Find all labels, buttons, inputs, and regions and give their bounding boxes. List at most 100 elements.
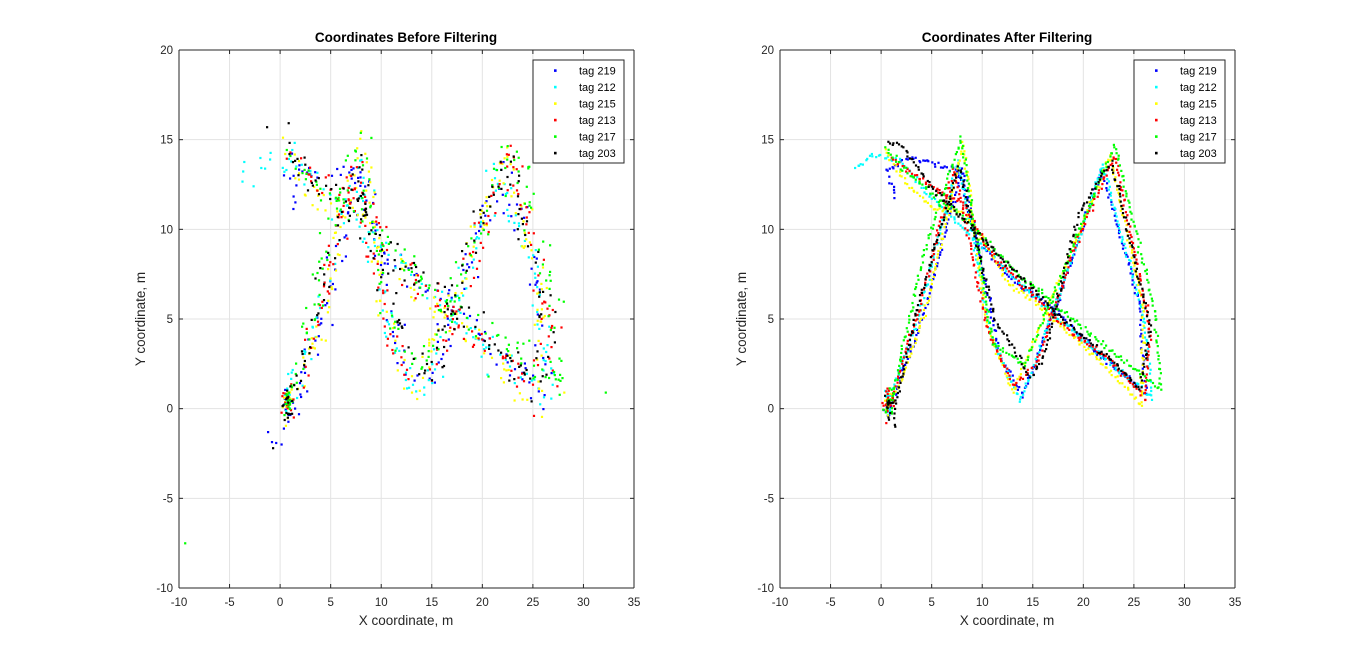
data-point [946, 187, 949, 190]
data-point [509, 160, 512, 163]
data-point [984, 295, 987, 298]
data-point [1034, 357, 1037, 360]
data-point [295, 362, 298, 365]
data-point [289, 154, 292, 158]
data-point [1057, 279, 1060, 282]
data-point [525, 206, 528, 209]
data-point [927, 234, 930, 237]
data-point [443, 345, 446, 349]
data-point [298, 168, 301, 171]
data-point [1131, 383, 1134, 386]
data-point [912, 323, 915, 326]
data-point [918, 294, 922, 297]
data-point [893, 412, 896, 415]
data-point [906, 158, 909, 161]
data-point [937, 256, 940, 259]
data-point [378, 288, 381, 291]
data-point [436, 348, 439, 351]
data-point [531, 304, 534, 307]
data-point [457, 309, 460, 313]
data-point [922, 288, 925, 291]
data-point [887, 396, 890, 399]
data-point [922, 175, 925, 178]
data-point [1051, 307, 1054, 310]
data-point [1140, 347, 1143, 350]
data-point [923, 286, 926, 289]
data-point [890, 407, 894, 410]
data-point [332, 263, 335, 266]
data-point [365, 189, 368, 192]
data-point [485, 196, 488, 199]
data-point [306, 189, 310, 192]
data-point [422, 345, 426, 348]
data-point [997, 353, 1000, 356]
data-point [1130, 267, 1133, 270]
data-point [373, 225, 377, 228]
data-point [1078, 338, 1081, 342]
data-point [1087, 347, 1090, 350]
data-point [317, 193, 321, 196]
data-point [393, 259, 396, 262]
data-point [1131, 246, 1134, 249]
data-point [1028, 376, 1032, 379]
data-point [957, 147, 960, 150]
data-point [945, 166, 948, 169]
data-point [941, 232, 944, 235]
data-point [1114, 219, 1117, 222]
data-point [1139, 394, 1142, 397]
data-point [1041, 302, 1044, 305]
data-point [962, 204, 965, 207]
data-point [977, 248, 981, 251]
data-point [336, 167, 339, 171]
data-point [1091, 343, 1094, 346]
data-point [886, 392, 889, 395]
data-point [414, 297, 417, 300]
data-point [1056, 313, 1059, 316]
data-point [985, 312, 988, 315]
data-point [902, 372, 905, 375]
data-point [913, 328, 916, 331]
data-point [961, 214, 964, 217]
data-point [446, 349, 449, 352]
data-point [1026, 373, 1029, 376]
data-point [1006, 338, 1009, 341]
data-point [1129, 365, 1132, 368]
data-point [929, 285, 932, 288]
data-point [1131, 242, 1135, 245]
data-point [428, 338, 431, 341]
data-point [538, 314, 541, 317]
data-point [1062, 286, 1065, 289]
data-point [521, 223, 524, 226]
data-point [310, 181, 313, 184]
data-point [474, 335, 478, 338]
data-point [1037, 327, 1040, 330]
data-point [450, 314, 453, 317]
data-point [1010, 271, 1013, 275]
data-point [981, 288, 984, 291]
data-point [1138, 369, 1141, 372]
outlier-point [267, 431, 270, 434]
data-point [895, 154, 898, 157]
data-point [415, 265, 418, 269]
data-point [910, 347, 913, 350]
data-point [527, 165, 530, 169]
data-point [467, 328, 470, 331]
data-point [1128, 375, 1131, 378]
data-point [966, 205, 969, 208]
data-point [436, 340, 439, 343]
data-point [967, 175, 970, 178]
data-point [939, 232, 942, 235]
data-point [320, 322, 323, 325]
data-point [408, 386, 411, 389]
data-point [353, 174, 356, 177]
data-point [924, 200, 927, 203]
data-point [436, 323, 439, 326]
data-point [918, 310, 921, 313]
data-point [471, 330, 474, 333]
data-point [1104, 161, 1108, 164]
data-point [986, 241, 989, 244]
data-point [990, 303, 993, 306]
data-point [491, 184, 494, 187]
data-point [1048, 313, 1051, 316]
data-point [1126, 234, 1129, 237]
